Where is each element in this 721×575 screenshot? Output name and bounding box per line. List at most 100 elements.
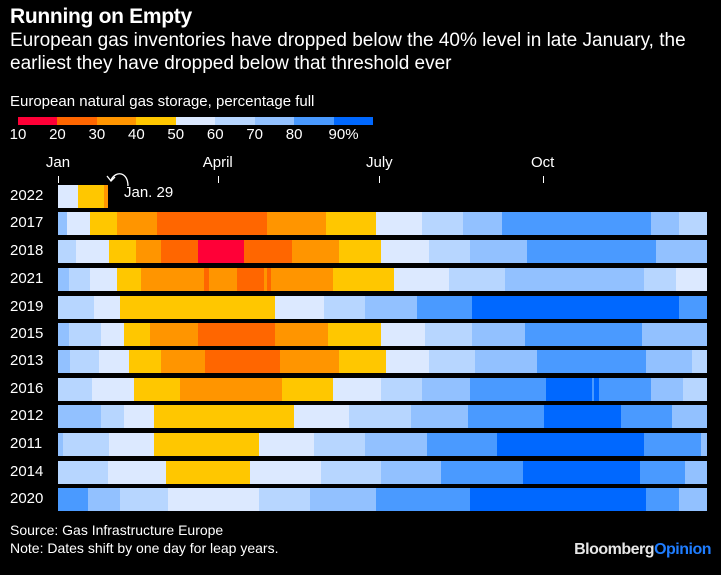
heatmap-cell: [116, 268, 143, 291]
heatmap-cell: [100, 405, 125, 428]
heatmap-cell: [684, 461, 707, 484]
heatmap-cell: [58, 461, 109, 484]
heatmap-cell: [365, 433, 428, 456]
heatmap-cell: [58, 323, 70, 346]
heatmap-cell: [153, 433, 260, 456]
heatmap-cell: [643, 433, 702, 456]
heatmap-cell: [271, 268, 334, 291]
heatmap-cell: [258, 488, 311, 511]
heatmap-cell: [441, 461, 524, 484]
x-tick-label: Oct: [530, 154, 555, 171]
year-label: 2016: [10, 380, 44, 397]
heatmap-cell: [524, 323, 643, 346]
heatmap-cell: [150, 323, 199, 346]
heatmap-cell: [75, 240, 111, 263]
heatmap-cell: [58, 240, 77, 263]
heatmap-cell: [679, 488, 707, 511]
heatmap-cell: [58, 488, 89, 511]
heatmap-cell: [471, 323, 526, 346]
heatmap-cell: [640, 461, 686, 484]
heatmap-cell: [123, 323, 151, 346]
heatmap-cell: [338, 350, 388, 373]
heatmap-cell: [333, 378, 382, 401]
heatmap-cell: [116, 212, 158, 235]
heatmap-cell: [650, 378, 684, 401]
heatmap-cell: [425, 323, 473, 346]
heatmap-cell: [365, 296, 418, 319]
heatmap-cell: [100, 323, 125, 346]
year-label: 2013: [10, 352, 44, 369]
heatmap-cell: [180, 378, 283, 401]
heatmap-cell: [120, 488, 169, 511]
heatmap-cell: [279, 350, 340, 373]
heatmap-cell: [58, 378, 93, 401]
heatmap-cell: [58, 433, 64, 456]
heatmap-cell: [66, 212, 91, 235]
heatmap-cell: [63, 433, 111, 456]
heatmap-cell: [267, 212, 327, 235]
legend-swatch-90-100: [333, 117, 373, 125]
legend-swatch-20-30: [57, 117, 97, 125]
heatmap-cell: [198, 323, 276, 346]
heatmap-cell: [393, 268, 450, 291]
legend-labels: 10 20 30 40 50 60 70 80 90%: [0, 126, 400, 144]
heatmap-cell: [141, 268, 205, 291]
heatmap-cell: [468, 405, 546, 428]
heatmap-cell: [77, 185, 105, 208]
heatmap-cell: [523, 461, 641, 484]
heatmap-cell: [93, 296, 121, 319]
x-tick-label: July: [365, 154, 393, 171]
year-label: 2017: [10, 214, 44, 231]
heatmap-cell: [333, 268, 395, 291]
heatmap-cell: [381, 323, 427, 346]
heatmap-cell: [505, 268, 645, 291]
heatmap-cell: [682, 378, 707, 401]
year-label: 2012: [10, 407, 44, 424]
heatmap-cell: [120, 296, 276, 319]
x-tick-label: Jan: [45, 154, 71, 171]
heatmap-cell: [700, 433, 707, 456]
legend-tick-label: 40: [127, 126, 145, 143]
bloomberg-opinion-logo: BloombergOpinion: [574, 541, 711, 559]
heatmap-cell: [310, 488, 377, 511]
heatmap-row-2015: [58, 323, 707, 346]
heatmap-cell: [109, 433, 155, 456]
heatmap-cell: [123, 405, 155, 428]
heatmap-cell: [620, 405, 673, 428]
annotation-jan-29: Jan. 29: [124, 184, 174, 201]
legend-tick-label: 20: [49, 126, 66, 143]
heatmap-cell: [237, 268, 265, 291]
legend-tick-label: 10: [9, 126, 27, 143]
heatmap-cell: [411, 405, 469, 428]
year-label: 2020: [10, 490, 44, 507]
heatmap-cell: [136, 240, 162, 263]
heatmap-cell: [501, 212, 652, 235]
legend-swatch-70-80: [254, 117, 295, 125]
heatmap-cell: [643, 268, 677, 291]
heatmap-cell: [650, 212, 680, 235]
heatmap-cell: [386, 350, 430, 373]
heatmap-cell: [58, 350, 72, 373]
heatmap-cell: [198, 240, 245, 263]
heatmap-cell: [381, 378, 423, 401]
heatmap-cell: [267, 268, 272, 291]
heatmap-cell: [429, 350, 476, 373]
x-tick-mark: [379, 176, 381, 183]
heatmap-row-2018: [58, 240, 707, 263]
source-note: Source: Gas Infrastructure Europe Note: …: [10, 521, 278, 557]
heatmap-cell: [642, 323, 707, 346]
heatmap-cell: [349, 405, 412, 428]
legend-swatch-30-40: [96, 117, 137, 125]
heatmap-cell: [98, 350, 130, 373]
heatmap-cell: [448, 268, 506, 291]
heatmap-cell: [327, 323, 382, 346]
heatmap-cell: [592, 378, 595, 401]
heatmap-cell: [656, 240, 707, 263]
heatmap-cell: [324, 296, 366, 319]
heatmap-cell: [672, 405, 707, 428]
x-tick-mark: [217, 176, 219, 183]
heatmap-cell: [70, 350, 100, 373]
heatmap-row-2022: [58, 185, 109, 208]
heatmap-row-2016: [58, 378, 707, 401]
heatmap-cell: [89, 212, 118, 235]
